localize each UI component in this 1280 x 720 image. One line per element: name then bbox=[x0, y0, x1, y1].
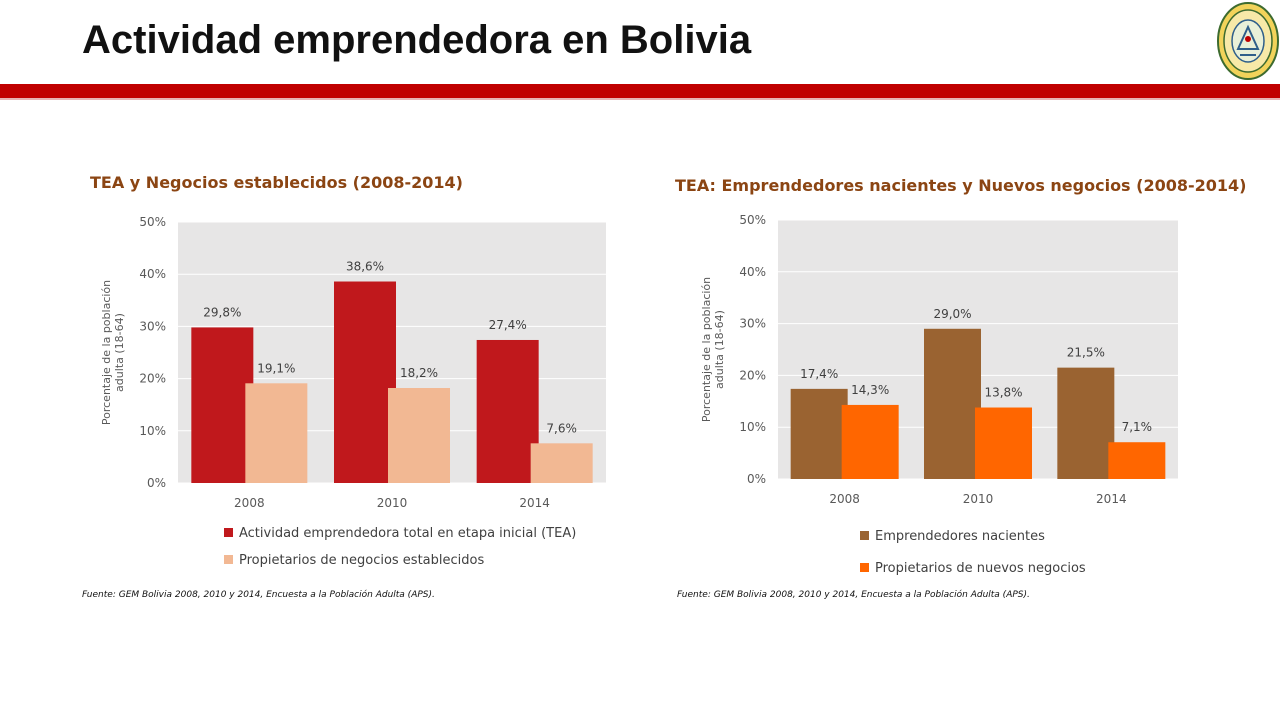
chart-tea-negocios-x-tick: 2014 bbox=[519, 496, 550, 510]
chart-tea-negocios-data-label: 18,2% bbox=[400, 366, 438, 380]
chart-nacientes-nuevos-bar-series1 bbox=[924, 328, 981, 479]
chart-nacientes-nuevos-legend-label: Emprendedores nacientes bbox=[875, 529, 1045, 544]
chart-nacientes-nuevos-legend-label: Propietarios de nuevos negocios bbox=[875, 561, 1086, 576]
chart-tea-negocios-y-label-line: adulta (18-64) bbox=[113, 313, 126, 392]
chart-nacientes-nuevos-y-tick: 0% bbox=[747, 472, 766, 486]
chart-nacientes-nuevos-bar-series2 bbox=[975, 407, 1032, 479]
chart-tea-negocios-bar-series1 bbox=[334, 281, 396, 483]
chart-nacientes-nuevos-x-tick: 2008 bbox=[829, 492, 860, 506]
chart-tea-negocios-y-tick: 50% bbox=[139, 215, 166, 229]
chart-tea-negocios-y-tick: 20% bbox=[139, 372, 166, 386]
chart-nacientes-nuevos-x-tick: 2014 bbox=[1096, 492, 1127, 506]
chart-nacientes-nuevos: TEA: Emprendedores nacientes y Nuevos ne… bbox=[670, 160, 1270, 585]
chart-nacientes-nuevos-y-tick: 30% bbox=[739, 317, 766, 331]
page-title: Actividad emprendedora en Bolivia bbox=[82, 18, 752, 62]
chart-nacientes-nuevos-legend-swatch bbox=[860, 531, 869, 540]
chart-tea-negocios-y-tick: 40% bbox=[139, 267, 166, 281]
chart-nacientes-nuevos-data-label: 13,8% bbox=[984, 386, 1022, 400]
chart-nacientes-nuevos-y-label-line: adulta (18-64) bbox=[713, 310, 726, 389]
chart-tea-negocios: TEA y Negocios establecidos (2008-2014) 0… bbox=[70, 160, 610, 585]
chart-nacientes-nuevos-bar-series2 bbox=[1108, 442, 1166, 479]
chart-nacientes-nuevos-data-label: 21,5% bbox=[1067, 346, 1105, 360]
chart-tea-negocios-data-label: 27,4% bbox=[489, 318, 527, 332]
chart-nacientes-nuevos-bar-series2 bbox=[841, 404, 899, 479]
chart-tea-negocios-svg: TEA y Negocios establecidos (2008-2014) 0… bbox=[90, 173, 606, 568]
chart-nacientes-nuevos-y-tick: 20% bbox=[739, 368, 766, 382]
chart-nacientes-nuevos-x-tick: 2010 bbox=[963, 492, 994, 506]
chart-nacientes-nuevos-legend-swatch bbox=[860, 563, 869, 572]
chart-tea-negocios-legend-label: Propietarios de negocios establecidos bbox=[239, 553, 484, 568]
chart-nacientes-nuevos-y-tick: 50% bbox=[739, 213, 766, 227]
chart-nacientes-nuevos-data-label: 29,0% bbox=[933, 307, 971, 321]
chart-tea-negocios-legend-label: Actividad emprendedora total en etapa in… bbox=[239, 526, 576, 541]
chart-tea-negocios-x-tick: 2010 bbox=[377, 496, 408, 510]
chart-nacientes-nuevos-data-label: 7,1% bbox=[1122, 420, 1153, 434]
chart-nacientes-nuevos-y-label-line: Porcentaje de la población bbox=[700, 277, 713, 422]
chart-nacientes-nuevos-y-label: Porcentaje de la poblaciónadulta (18-64) bbox=[700, 277, 726, 422]
chart-tea-negocios-title: TEA y Negocios establecidos (2008-2014) bbox=[90, 173, 463, 192]
chart-tea-negocios-x-tick: 2008 bbox=[234, 496, 265, 510]
chart-tea-negocios-y-label-line: Porcentaje de la población bbox=[100, 280, 113, 425]
chart-nacientes-nuevos-source: Fuente: GEM Bolivia 2008, 2010 y 2014, E… bbox=[677, 590, 1030, 600]
chart-nacientes-nuevos-data-label: 17,4% bbox=[800, 367, 838, 381]
chart-nacientes-nuevos-y-tick: 40% bbox=[739, 265, 766, 279]
chart-tea-negocios-data-label: 7,6% bbox=[546, 421, 577, 435]
university-seal-icon bbox=[1217, 2, 1279, 80]
chart-tea-negocios-data-label: 19,1% bbox=[257, 361, 295, 375]
chart-tea-negocios-legend-swatch bbox=[224, 555, 233, 564]
chart-nacientes-nuevos-bar-series1 bbox=[790, 388, 848, 479]
chart-nacientes-nuevos-title: TEA: Emprendedores nacientes y Nuevos ne… bbox=[675, 176, 1246, 195]
chart-tea-negocios-bar-series1 bbox=[191, 327, 254, 483]
chart-tea-negocios-legend-swatch bbox=[224, 528, 233, 537]
chart-tea-negocios-bar-series2 bbox=[530, 443, 593, 483]
header-accent-bar bbox=[0, 84, 1280, 98]
chart-nacientes-nuevos-data-label: 14,3% bbox=[851, 383, 889, 397]
chart-tea-negocios-y-tick: 0% bbox=[147, 476, 166, 490]
chart-tea-negocios-bar-series1 bbox=[476, 339, 539, 483]
chart-nacientes-nuevos-svg: TEA: Emprendedores nacientes y Nuevos ne… bbox=[675, 176, 1246, 576]
chart-tea-negocios-y-label: Porcentaje de la poblaciónadulta (18-64) bbox=[100, 280, 126, 425]
chart-tea-negocios-y-tick: 30% bbox=[139, 319, 166, 333]
header-accent-shadow bbox=[0, 98, 1280, 100]
chart-tea-negocios-data-label: 29,8% bbox=[203, 305, 241, 319]
chart-nacientes-nuevos-y-tick: 10% bbox=[739, 420, 766, 434]
chart-tea-negocios-bar-series2 bbox=[245, 383, 308, 483]
chart-tea-negocios-y-tick: 10% bbox=[139, 424, 166, 438]
chart-nacientes-nuevos-bar-series1 bbox=[1057, 367, 1115, 479]
chart-tea-negocios-bar-series2 bbox=[388, 387, 450, 483]
chart-tea-negocios-source: Fuente: GEM Bolivia 2008, 2010 y 2014, E… bbox=[82, 590, 435, 600]
chart-tea-negocios-data-label: 38,6% bbox=[346, 260, 384, 274]
